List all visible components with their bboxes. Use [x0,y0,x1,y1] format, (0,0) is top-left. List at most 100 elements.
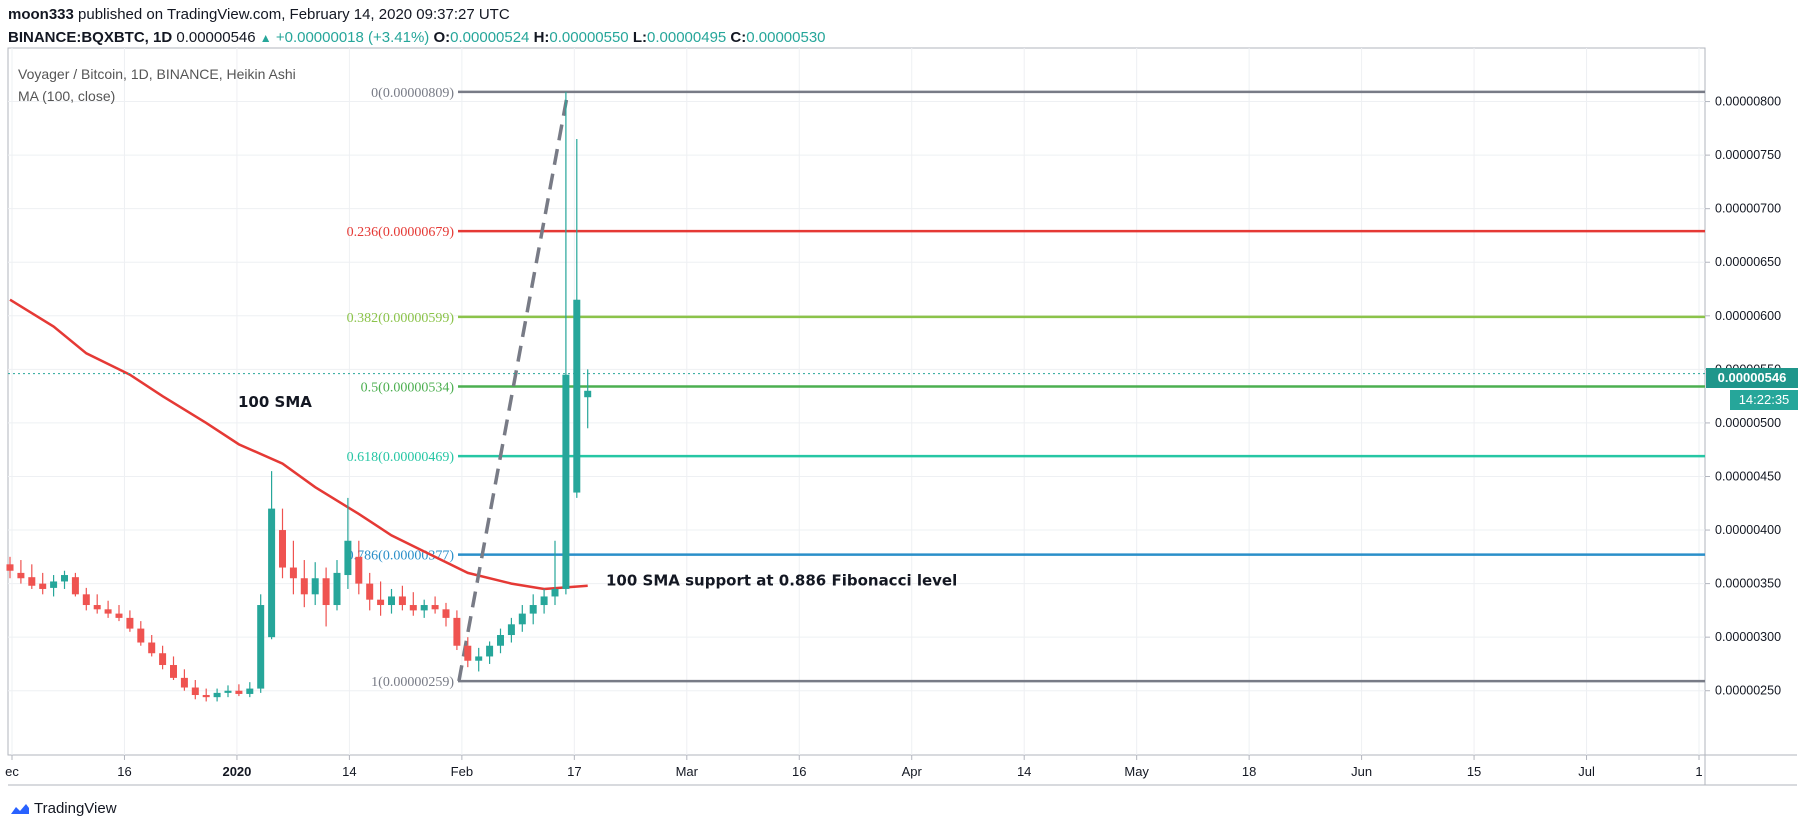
candle-body [224,690,232,693]
y-tick-label: 0.00000650 [1715,255,1781,269]
candle-body [355,556,363,584]
indicator-legend[interactable]: MA (100, close) [18,88,116,104]
x-tick-label: 15 [1467,764,1481,779]
fib-level-label: 0.5(0.00000534) [361,381,455,396]
candle-body [431,605,439,610]
x-tick-label: Mar [676,764,699,779]
candle-body [366,583,374,600]
x-tick-label: 14 [1017,764,1031,779]
y-tick-label: 0.00000800 [1715,95,1781,109]
author-name: moon333 [8,6,74,23]
bar-countdown-tag: 14:22:35 [1730,390,1798,410]
x-tick-label: 2020 [222,764,251,779]
candle-body [442,609,450,618]
y-tick-label: 0.00000600 [1715,309,1781,323]
publish-line: moon333 published on TradingView.com, Fe… [8,6,510,23]
x-tick-label: Feb [451,764,473,779]
y-tick-label: 0.00000300 [1715,630,1781,644]
fib-level-label: 0.786(0.00000377) [347,549,455,564]
candle-body [420,605,428,611]
candle-body [507,624,515,636]
candle-body [289,567,297,579]
candle-body [61,575,68,582]
x-tick-label: 1 [1695,764,1702,779]
candle-body [213,692,221,698]
candle-body [398,596,406,606]
candle-body [180,677,188,688]
candle-body [257,605,265,689]
chart-legend-title: Voyager / Bitcoin, 1D, BINANCE, Heikin A… [18,66,296,82]
tradingview-logo[interactable]: TradingView [8,800,117,817]
candle-body [104,609,112,614]
open-value: 0.00000524 [450,29,530,46]
open-label: O: [433,29,451,46]
symbol-label: BINANCE:BQXBTC, 1D [8,29,173,46]
candle-body [93,605,101,610]
candle-body [82,594,90,606]
candle-body [388,596,395,606]
change-value: +0.00000018 (+3.41%) [275,29,430,46]
annotation-sma-support: 100 SMA support at 0.886 Fibonacci level [606,572,957,590]
candle-body [584,390,592,398]
x-tick-label: Jun [1351,764,1372,779]
publish-text: published on TradingView.com, February 1… [73,6,510,23]
candle-body [159,653,167,666]
candle-body [28,577,36,586]
x-tick-label: Apr [902,764,923,779]
x-tick-label: May [1124,764,1149,779]
high-value: 0.00000550 [549,29,629,46]
y-tick-label: 0.00000400 [1715,523,1781,537]
candle-body [409,605,417,611]
annotation-100-sma: 100 SMA [238,393,312,411]
up-triangle-icon: ▲ [259,31,272,45]
candle-body [486,645,494,657]
x-tick-label: 18 [1242,764,1256,779]
fib-level-label: 0.236(0.00000679) [347,225,455,240]
candle-body [71,577,79,595]
candle-body [17,572,25,579]
brand-name: TradingView [34,800,117,817]
candle-body [497,635,504,646]
low-label: L: [632,29,647,46]
candle-body [268,508,276,638]
candle-body [453,617,461,646]
y-tick-label: 0.00000450 [1715,469,1781,483]
y-tick-label: 0.00000700 [1715,202,1781,216]
candle-body [6,564,14,571]
candle-body [300,578,308,595]
fib-level-label: 0.382(0.00000599) [347,311,455,326]
candle-body [475,656,483,661]
candle-body [562,374,570,589]
last-price-tag: 0.00000546 [1706,368,1798,388]
candle-body [170,665,177,678]
candle-body [551,588,559,597]
candle-body [126,617,134,629]
fib-level-label: 0.618(0.00000469) [347,450,455,465]
y-tick-label: 0.00000500 [1715,416,1781,430]
close-label: C: [730,29,747,46]
candle-body [311,578,319,595]
candle-body [148,642,156,654]
low-value: 0.00000495 [647,29,727,46]
candle-body [246,688,254,694]
last-price: 0.00000546 [172,29,260,46]
x-tick-label: 16 [792,764,806,779]
candle-body [235,690,243,694]
candle-body [191,687,199,696]
fib-level-label: 1(0.00000259) [371,675,454,690]
candle-body [333,572,341,606]
candle-body [202,695,210,698]
tradingview-cloud-icon [11,803,29,814]
candle-body [529,605,537,614]
candle-body [137,628,145,643]
candle-body [322,578,330,606]
candle-body [50,581,58,588]
x-tick-label: 16 [117,764,131,779]
y-tick-label: 0.00000750 [1715,148,1781,162]
candle-body [540,596,548,606]
x-tick-label: 17 [567,764,581,779]
high-label: H: [533,29,550,46]
candle-body [377,599,385,606]
candle-body [573,299,581,493]
